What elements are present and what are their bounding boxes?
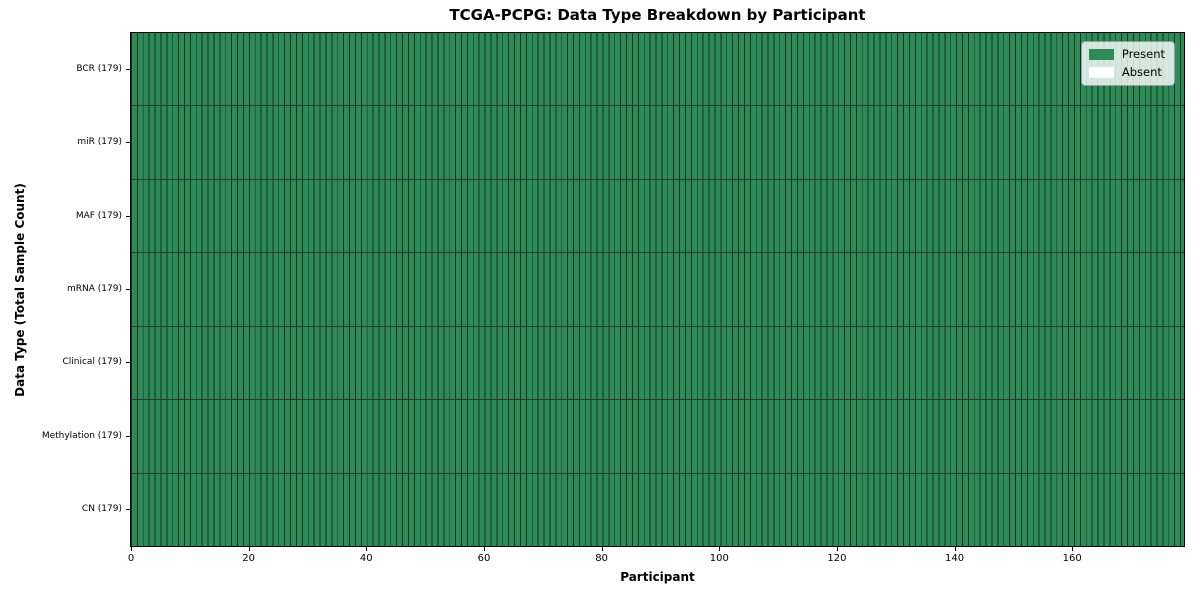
y-tick-mark [126, 289, 130, 290]
x-tick-mark [836, 547, 838, 551]
row-present-cells [131, 473, 1184, 546]
y-tick-mark [126, 142, 130, 144]
y-tick-mark [126, 362, 130, 364]
heatmap-row-maf [131, 179, 1184, 254]
x-tick-label: 80 [595, 553, 608, 564]
heatmap-row-bcr [131, 33, 1184, 107]
plot-area: Present Absent [130, 32, 1185, 547]
x-tick-mark [601, 547, 603, 551]
y-tick-mark [126, 69, 130, 71]
x-tick-mark [248, 547, 250, 551]
row-present-cells [131, 326, 1184, 400]
x-tick-label: 120 [827, 553, 847, 564]
chart-title: TCGA-PCPG: Data Type Breakdown by Partic… [449, 6, 866, 24]
x-tick-label: 60 [477, 553, 491, 564]
y-tick-label: MAF (179) [75, 210, 122, 221]
x-tick-mark [366, 547, 368, 551]
row-present-cells [131, 179, 1184, 253]
y-tick-label: mRNA (179) [67, 284, 122, 294]
x-tick-mark [131, 547, 132, 551]
legend-label: Absent [1121, 65, 1162, 79]
y-tick-label: CN (179) [81, 503, 122, 514]
legend-swatch-present [1088, 49, 1114, 60]
y-tick-label: Methylation (179) [41, 430, 122, 441]
x-tick-mark [483, 547, 485, 551]
y-tick-mark [126, 435, 130, 437]
y-tick-label: Clinical (179) [62, 357, 122, 368]
legend-swatch-absent [1088, 67, 1114, 78]
heatmap-row-mir [131, 106, 1184, 180]
y-tick-mark [126, 215, 130, 217]
row-present-cells [131, 253, 1184, 326]
row-present-cells [131, 106, 1184, 179]
row-present-cells [131, 400, 1184, 473]
x-tick-label: 0 [127, 553, 135, 564]
x-tick-label: 40 [359, 553, 373, 564]
x-tick-label: 140 [945, 553, 965, 564]
x-tick-mark [954, 547, 956, 551]
heatmap-rows-layer [131, 33, 1184, 546]
legend-entry-present: Present [1088, 47, 1165, 61]
x-tick-label: 20 [242, 553, 255, 564]
heatmap-row-methylation [131, 400, 1184, 474]
x-tick-mark [1072, 547, 1074, 551]
x-tick-mark [719, 547, 721, 551]
heatmap-row-mrna [131, 253, 1184, 327]
legend-entry-absent: Absent [1088, 65, 1165, 79]
x-tick-label: 100 [709, 553, 729, 564]
row-present-cells [131, 33, 1184, 106]
x-axis-label: Participant [620, 570, 695, 584]
y-tick-mark [126, 508, 130, 510]
heatmap-row-cn [131, 473, 1184, 546]
legend-label: Present [1121, 47, 1165, 61]
x-tick-label: 160 [1062, 553, 1082, 564]
y-tick-label: BCR (179) [76, 64, 122, 75]
heatmap-row-clinical [131, 326, 1184, 401]
legend: Present Absent [1080, 41, 1175, 86]
y-tick-label: miR (179) [77, 137, 122, 148]
